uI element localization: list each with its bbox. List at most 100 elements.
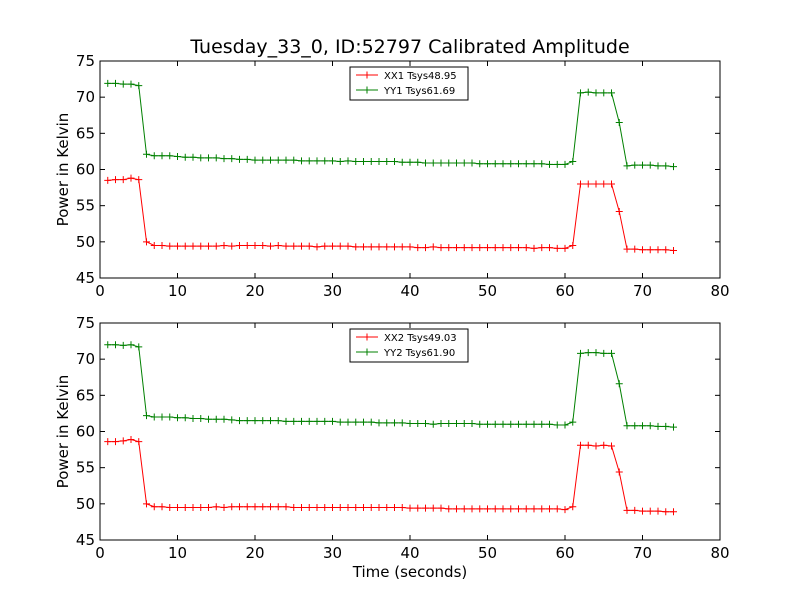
data-point — [127, 80, 135, 88]
y-tick-label: 75 — [76, 314, 95, 332]
data-point — [329, 503, 336, 511]
data-point — [220, 241, 228, 249]
data-point — [654, 507, 662, 515]
data-point — [577, 441, 584, 449]
data-point — [499, 505, 507, 513]
data-point — [181, 242, 189, 250]
data-point — [476, 160, 484, 168]
x-tick-label: 80 — [710, 282, 729, 300]
y-tick-label: 65 — [76, 386, 95, 404]
y-tick-label: 50 — [76, 495, 95, 513]
data-point — [259, 417, 267, 425]
data-point — [522, 160, 530, 168]
data-point — [654, 162, 662, 170]
data-point — [584, 180, 592, 188]
data-point — [336, 503, 344, 511]
data-point — [189, 414, 197, 422]
data-point — [615, 468, 623, 476]
series-1 — [104, 435, 677, 516]
data-point — [158, 152, 166, 160]
data-point — [468, 244, 476, 252]
data-point — [174, 414, 181, 422]
data-point — [205, 415, 212, 423]
data-point — [104, 438, 112, 446]
x-tick-label: 60 — [555, 544, 574, 562]
data-point — [158, 413, 166, 421]
data-point — [491, 505, 499, 513]
data-point — [530, 160, 538, 168]
legend-marker — [363, 333, 371, 341]
data-point — [515, 420, 522, 428]
data-point — [476, 505, 484, 513]
data-point — [662, 162, 670, 170]
data-point — [290, 242, 298, 250]
data-point — [561, 421, 569, 429]
data-point — [197, 414, 205, 422]
data-point — [360, 243, 367, 251]
x-tick-label: 30 — [323, 544, 342, 562]
data-point — [507, 420, 515, 428]
data-point — [321, 417, 329, 425]
y-tick-label: 55 — [76, 197, 95, 215]
y-tick-label: 75 — [76, 52, 95, 70]
data-point — [181, 503, 189, 511]
y-tick-label: 45 — [76, 269, 95, 287]
data-point — [515, 244, 522, 252]
data-point — [375, 158, 383, 166]
data-point — [212, 242, 220, 250]
data-point — [313, 157, 321, 165]
data-point — [499, 160, 507, 168]
data-point — [119, 437, 127, 445]
data-point — [166, 413, 174, 421]
data-point — [127, 341, 135, 349]
data-point — [305, 417, 313, 425]
data-point — [305, 503, 313, 511]
data-point — [212, 154, 220, 162]
y-tick-label: 60 — [76, 161, 95, 179]
series-2 — [104, 341, 677, 431]
data-point — [220, 415, 228, 423]
data-point — [631, 161, 639, 169]
data-point — [344, 503, 352, 511]
data-point — [538, 420, 546, 428]
data-point — [205, 242, 212, 250]
data-point — [158, 503, 166, 511]
data-point — [344, 242, 352, 250]
data-point — [274, 241, 282, 249]
data-point — [422, 420, 429, 428]
data-point — [670, 163, 677, 171]
data-point — [515, 160, 522, 168]
series-2 — [104, 79, 677, 171]
x-tick-label: 10 — [168, 544, 187, 562]
data-point — [406, 243, 414, 251]
data-point — [546, 244, 553, 252]
data-point — [553, 160, 561, 168]
data-point — [112, 341, 119, 349]
data-point — [646, 507, 654, 515]
data-point — [383, 158, 391, 166]
data-point — [236, 241, 243, 249]
data-point — [406, 420, 414, 428]
data-point — [298, 242, 305, 250]
data-point — [228, 242, 236, 250]
data-point — [460, 159, 468, 167]
data-point — [584, 349, 592, 357]
data-point — [174, 152, 181, 160]
data-point — [398, 158, 406, 166]
data-point — [538, 505, 546, 513]
data-point — [546, 420, 553, 428]
data-point — [414, 420, 422, 428]
data-point — [243, 241, 251, 249]
data-point — [181, 153, 189, 161]
data-point — [631, 245, 639, 253]
data-point — [530, 505, 538, 513]
x-tick-label: 70 — [633, 544, 652, 562]
data-point — [321, 503, 329, 511]
chart-panel-2: 0 10 20 30 40 50 60 70 80 45 50 55 60 65 70 75 Power in … — [54, 314, 730, 581]
y-tick-label: 65 — [76, 124, 95, 142]
data-point — [592, 180, 600, 188]
data-point — [460, 420, 468, 428]
data-point — [522, 244, 530, 252]
x-tick-label: 0 — [95, 282, 105, 300]
